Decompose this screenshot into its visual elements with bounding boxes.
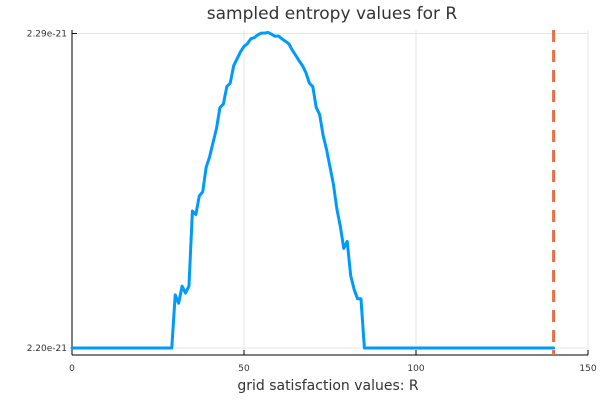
x-tick-label: 50 [238,364,250,374]
y-tick-label: 2.29e-21 [27,29,67,39]
x-tick-label: 0 [69,364,75,374]
plot-area [70,30,556,355]
grid [71,30,589,355]
entropy-series-line [70,30,556,350]
x-axis-label: grid satisfaction values: R [237,378,419,394]
chart-title: sampled entropy values for R [207,4,458,24]
y-tick-label: 2.20e-21 [27,344,67,354]
ticks: 0 50 100 150 2.20e-21 2.29e-21 [27,29,597,374]
axes [71,30,588,356]
x-tick-label: 100 [407,364,424,374]
x-tick-label: 150 [579,364,596,374]
